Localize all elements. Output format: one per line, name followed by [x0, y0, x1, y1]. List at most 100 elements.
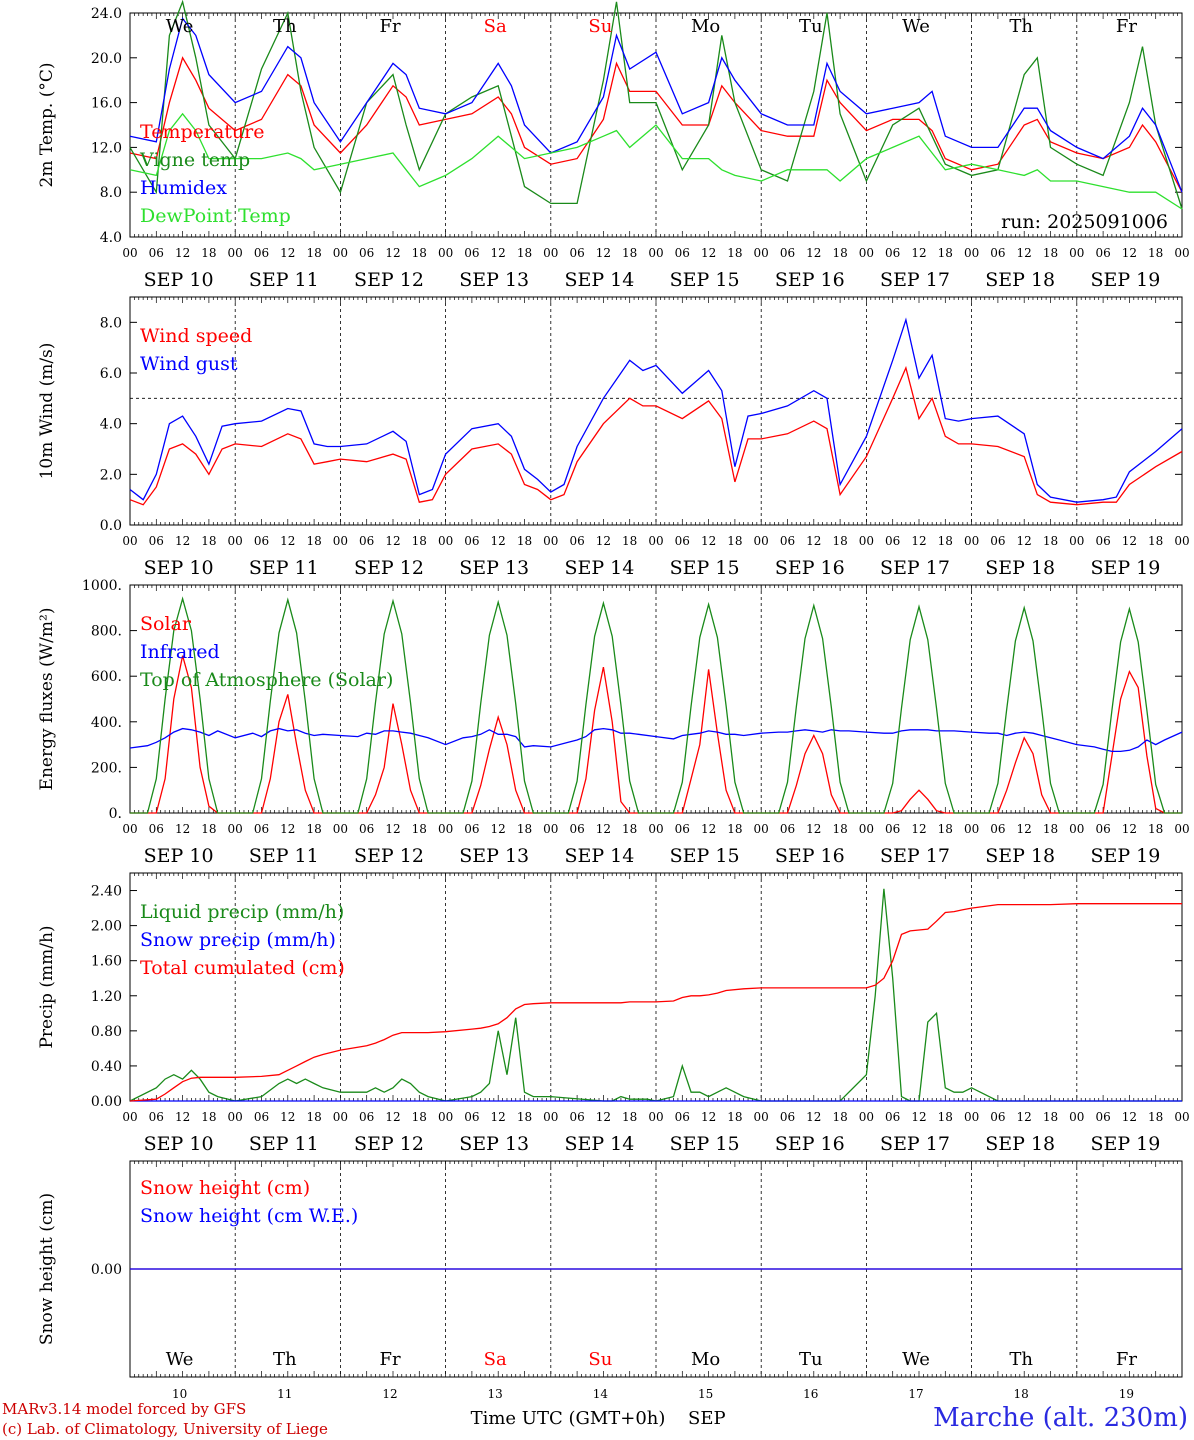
hour-label: 00 — [1174, 246, 1189, 260]
series-line-temperature-3 — [129, 112, 1183, 210]
hour-label: 12 — [280, 822, 295, 836]
date-label: SEP 19 — [1090, 557, 1160, 579]
date-label: SEP 14 — [564, 269, 634, 291]
hour-label: 06 — [569, 1110, 584, 1124]
hour-label: 12 — [911, 1110, 926, 1124]
y-tick-label: 8.0 — [100, 185, 122, 201]
hour-label: 06 — [885, 534, 900, 548]
date-label: SEP 15 — [670, 557, 740, 579]
hour-label: 06 — [990, 822, 1005, 836]
hour-label: 12 — [701, 534, 716, 548]
day-number-label: 19 — [1119, 1387, 1134, 1401]
hour-label: 06 — [254, 822, 269, 836]
hour-label: 00 — [1174, 534, 1189, 548]
hour-label: 06 — [464, 534, 479, 548]
hour-label: 00 — [1174, 822, 1189, 836]
date-label: SEP 12 — [354, 557, 424, 579]
hour-label: 18 — [517, 534, 532, 548]
hour-label: 00 — [438, 1110, 453, 1124]
y-tick-label: 200. — [91, 760, 122, 776]
date-label: SEP 12 — [354, 845, 424, 867]
y-tick-label: 0. — [109, 806, 122, 822]
y-tick-label: 16.0 — [91, 96, 122, 112]
hour-label: 00 — [648, 1110, 663, 1124]
hour-label: 06 — [990, 246, 1005, 260]
date-label: SEP 11 — [249, 1133, 319, 1155]
date-label: SEP 18 — [985, 269, 1055, 291]
hour-label: 12 — [596, 1110, 611, 1124]
date-label: SEP 16 — [775, 269, 845, 291]
hour-label: 12 — [806, 822, 821, 836]
weekday-label-bottom: Fr — [379, 1349, 400, 1370]
day-number-label: 13 — [488, 1387, 503, 1401]
hour-label: 18 — [1148, 246, 1163, 260]
hour-label: 00 — [648, 534, 663, 548]
hour-label: 06 — [149, 246, 164, 260]
legend-entry-precip: Total cumulated (cm) — [140, 957, 345, 979]
weekday-label: Th — [273, 16, 297, 37]
hour-label: 12 — [701, 822, 716, 836]
series-line-wind-0 — [129, 365, 1183, 506]
legend-entry-energy: Infrared — [140, 641, 220, 663]
hour-label: 06 — [359, 1110, 374, 1124]
weekday-label: Fr — [379, 16, 400, 37]
y-axis-title-snow: Snow height (cm) — [37, 1193, 57, 1345]
hour-label: 18 — [412, 822, 427, 836]
hour-label: 12 — [701, 246, 716, 260]
weekday-label-bottom: Th — [1009, 1349, 1033, 1370]
y-axis-title-precip: Precip (mm/h) — [37, 925, 57, 1048]
weekday-label-bottom: Th — [273, 1349, 297, 1370]
hour-label: 12 — [806, 1110, 821, 1124]
hour-label: 06 — [780, 1110, 795, 1124]
hour-label: 12 — [280, 246, 295, 260]
hour-label: 18 — [938, 534, 953, 548]
weekday-label: Fr — [1116, 16, 1137, 37]
weekday-label: We — [166, 16, 194, 37]
hour-label: 12 — [491, 534, 506, 548]
hour-label: 18 — [306, 1110, 321, 1124]
hour-label: 12 — [175, 1110, 190, 1124]
hour-label: 00 — [438, 246, 453, 260]
hour-label: 00 — [964, 246, 979, 260]
date-label: SEP 12 — [354, 269, 424, 291]
hour-label: 12 — [1122, 534, 1137, 548]
hour-label: 12 — [911, 246, 926, 260]
hour-label: 00 — [1069, 1110, 1084, 1124]
hour-label: 12 — [806, 534, 821, 548]
hour-label: 00 — [964, 1110, 979, 1124]
y-tick-label: 0.40 — [91, 1059, 122, 1075]
hour-label: 00 — [543, 822, 558, 836]
hour-label: 00 — [754, 246, 769, 260]
day-number-label: 10 — [172, 1387, 187, 1401]
hour-label: 12 — [911, 822, 926, 836]
hour-label: 06 — [780, 246, 795, 260]
hour-label: 00 — [438, 534, 453, 548]
footer-copyright-line: (c) Lab. of Climatology, University of L… — [2, 1420, 328, 1438]
hour-label: 12 — [280, 1110, 295, 1124]
hour-label: 18 — [1043, 534, 1058, 548]
hour-label: 12 — [911, 534, 926, 548]
hour-label: 18 — [412, 534, 427, 548]
hour-label: 18 — [727, 822, 742, 836]
hour-label: 18 — [517, 1110, 532, 1124]
hour-label: 00 — [859, 1110, 874, 1124]
hour-label: 18 — [622, 534, 637, 548]
hour-label: 00 — [754, 1110, 769, 1124]
legend-entry-snow: Snow height (cm) — [140, 1177, 310, 1199]
date-label: SEP 14 — [564, 1133, 634, 1155]
hour-label: 00 — [333, 822, 348, 836]
date-label: SEP 18 — [985, 557, 1055, 579]
hour-label: 12 — [1017, 822, 1032, 836]
hour-label: 06 — [885, 1110, 900, 1124]
hour-label: 06 — [254, 246, 269, 260]
y-axis-title-wind: 10m Wind (m/s) — [37, 343, 57, 480]
day-number-label: 12 — [382, 1387, 397, 1401]
hour-label: 06 — [780, 534, 795, 548]
y-axis-title-energy: Energy fluxes (W/m²) — [37, 608, 57, 791]
hour-label: 06 — [675, 822, 690, 836]
date-label: SEP 10 — [144, 269, 214, 291]
series-line-temperature-2 — [129, 17, 1183, 193]
hour-label: 06 — [675, 534, 690, 548]
hour-label: 12 — [596, 534, 611, 548]
hour-label: 00 — [1069, 246, 1084, 260]
